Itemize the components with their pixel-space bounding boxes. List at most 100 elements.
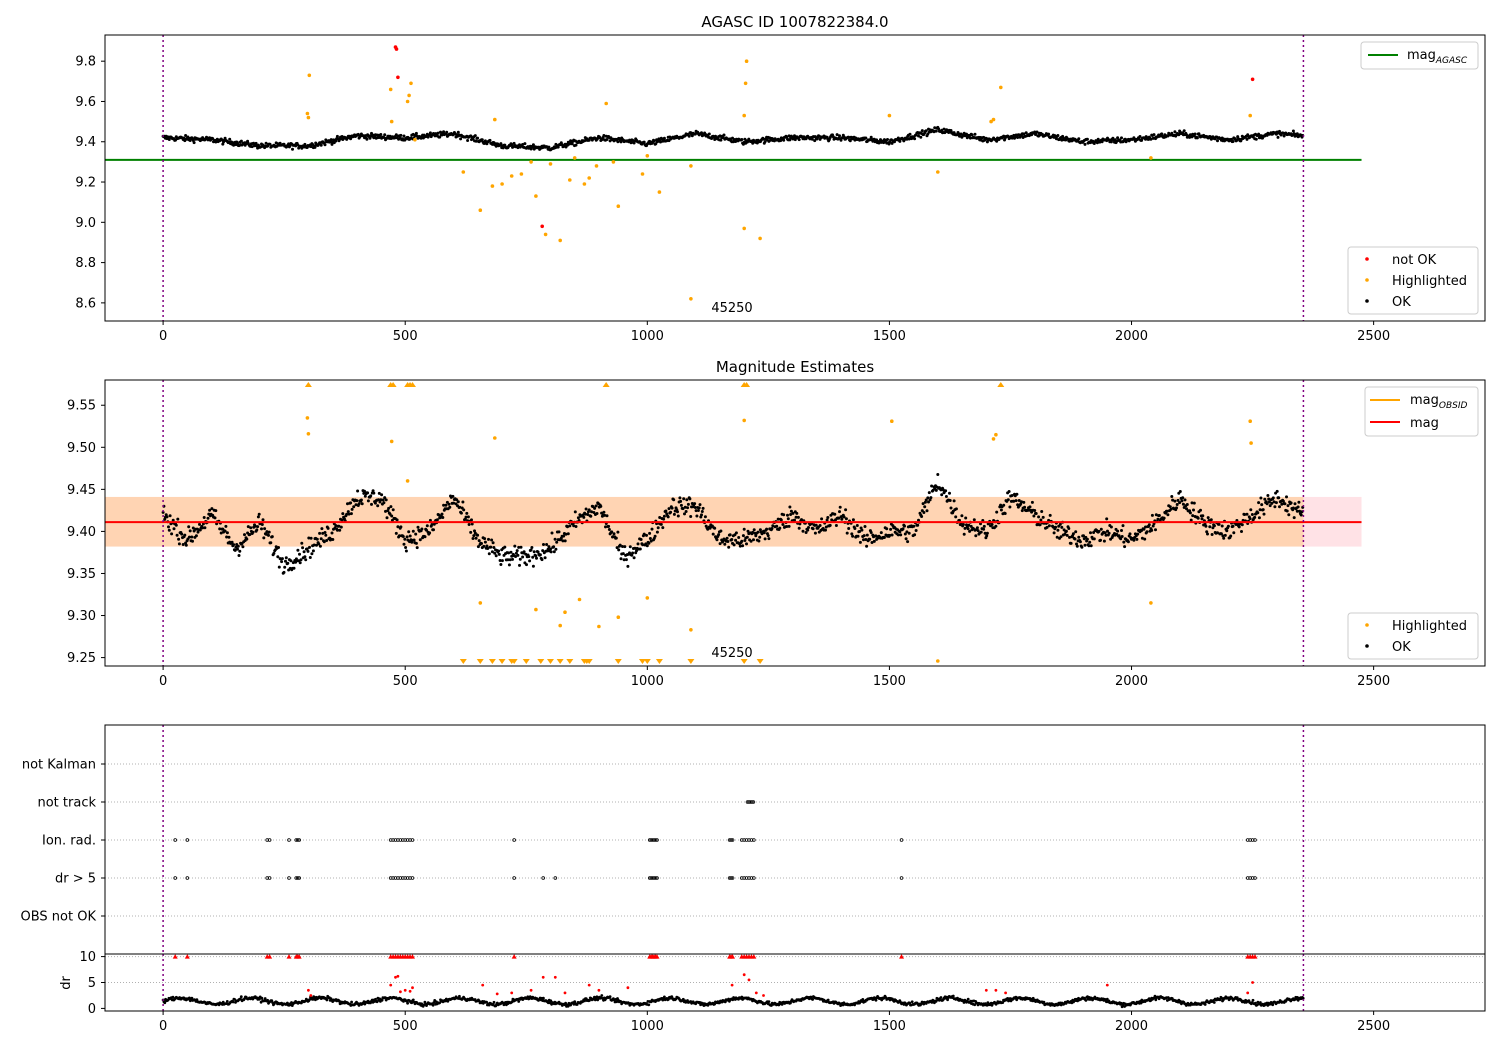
ok-point — [645, 533, 648, 537]
ok-point — [1181, 502, 1185, 506]
ok-point — [982, 135, 986, 139]
flag-point — [729, 876, 733, 880]
ok-point — [566, 525, 569, 529]
highlighted-point — [500, 182, 504, 186]
ok-point — [470, 522, 474, 526]
ok-point — [672, 498, 676, 502]
ok-point — [741, 534, 745, 538]
ok-point — [851, 534, 855, 538]
ok-point — [930, 484, 934, 488]
ok-point — [1170, 495, 1174, 498]
ok-point — [305, 547, 309, 551]
dr-ceiling-marker — [511, 954, 517, 959]
dr-point — [286, 1001, 289, 1005]
ok-point — [566, 532, 570, 536]
ok-point — [789, 509, 793, 513]
ok-point — [441, 516, 445, 519]
ok-point — [629, 141, 633, 145]
ok-point — [885, 527, 889, 531]
legend-quality-2[interactable]: Highlighted OK — [1347, 612, 1479, 660]
ok-point — [260, 527, 263, 531]
ok-point — [840, 517, 844, 521]
ok-point — [1116, 529, 1120, 533]
dr-point — [861, 998, 865, 1001]
ok-point — [1259, 134, 1263, 138]
ok-point — [373, 501, 377, 505]
ok-point — [282, 570, 286, 574]
ok-point — [1278, 129, 1281, 133]
dr-ceiling-marker — [730, 954, 736, 959]
ok-point — [494, 554, 498, 558]
ok-point — [814, 523, 818, 527]
ok-point — [572, 524, 576, 528]
ok-point — [751, 530, 755, 534]
ok-point — [1160, 132, 1164, 136]
ok-point — [1299, 513, 1303, 517]
dr-point — [908, 1001, 912, 1005]
ok-point — [291, 561, 295, 565]
ok-point — [196, 530, 200, 534]
ok-point — [483, 540, 487, 544]
clipped-below-marker — [476, 659, 484, 664]
ok-point — [187, 525, 191, 529]
ok-point — [1136, 532, 1140, 536]
ok-point — [901, 527, 905, 531]
legend-mag-agasc[interactable]: magAGASC — [1360, 41, 1479, 70]
ok-point — [1147, 523, 1151, 527]
flag-point — [653, 876, 658, 880]
ok-point — [1171, 498, 1175, 502]
highlighted-point — [519, 172, 524, 176]
ok-point — [428, 131, 432, 135]
dr-highlighted-point — [396, 974, 400, 978]
ok-point — [497, 552, 501, 556]
highlighted-point — [887, 113, 892, 118]
dr-point — [1251, 998, 1255, 1002]
ok-point — [903, 524, 906, 528]
ok-point — [1297, 500, 1301, 504]
ok-point — [789, 513, 793, 516]
ok-point — [516, 553, 520, 557]
ok-point — [919, 135, 923, 139]
dr-point — [663, 995, 666, 999]
ok-point — [1056, 528, 1060, 532]
dr-point — [171, 995, 175, 999]
ok-point — [256, 525, 260, 529]
ok-point — [177, 542, 181, 546]
legend-label-highlighted: Highlighted — [1392, 274, 1467, 289]
ok-point — [175, 533, 179, 537]
ok-point — [944, 489, 948, 493]
ok-point — [474, 536, 478, 540]
dr-highlighted-point — [1105, 983, 1109, 987]
ok-point — [435, 518, 439, 522]
ok-point — [280, 560, 284, 564]
ok-point — [1199, 508, 1202, 512]
ok-point — [936, 473, 940, 476]
ok-point — [979, 530, 983, 534]
ok-point — [531, 555, 535, 559]
x-tick-label: 1500 — [873, 1019, 906, 1034]
ok-point — [1041, 515, 1045, 519]
ok-point — [749, 539, 753, 543]
legend-mag-lines[interactable]: magOBSID mag — [1364, 386, 1479, 437]
ok-point — [188, 529, 192, 533]
ok-point — [483, 537, 487, 541]
legend-quality[interactable]: not OK Highlighted OK — [1347, 246, 1479, 315]
ok-point — [404, 546, 408, 549]
ok-point — [835, 133, 839, 137]
ok-point — [525, 563, 528, 567]
legend-subscript: AGASC — [1435, 56, 1468, 66]
ok-point — [177, 537, 181, 541]
ok-point — [615, 546, 619, 550]
ok-point — [183, 533, 187, 537]
ok-point — [1185, 503, 1189, 506]
dr-highlighted-point — [495, 992, 499, 996]
ok-point — [1243, 513, 1247, 516]
dr-highlighted-point — [529, 988, 533, 992]
dr-point — [826, 998, 830, 1002]
ok-point — [550, 531, 554, 535]
ok-point — [232, 543, 236, 547]
ok-point — [940, 493, 944, 497]
highlighted-point — [534, 607, 538, 612]
ok-point — [1116, 136, 1120, 140]
ok-point — [335, 134, 339, 138]
